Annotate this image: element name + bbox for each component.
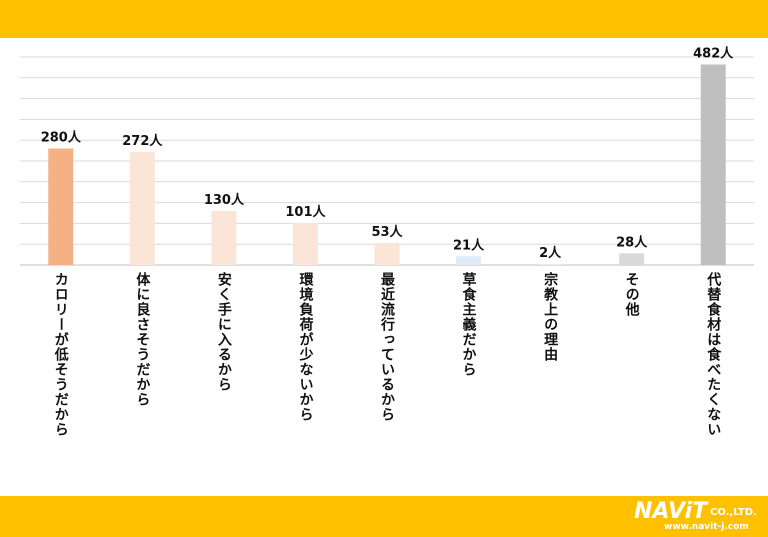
bar bbox=[456, 256, 482, 265]
category-label: 体に良さそうだから bbox=[134, 272, 151, 407]
bar bbox=[619, 253, 645, 265]
data-label: 28人 bbox=[616, 234, 648, 250]
category-label: 安く手に入るから bbox=[215, 272, 232, 392]
bottom-banner bbox=[0, 496, 768, 537]
data-label: 280人 bbox=[41, 130, 82, 146]
category-label: その他 bbox=[623, 272, 640, 317]
category-label: 宗教上の理由 bbox=[542, 272, 559, 362]
category-label: 環境負荷が少ないから bbox=[297, 272, 314, 422]
bar bbox=[211, 210, 237, 265]
category-label: カロリーが低そうだから bbox=[52, 272, 69, 437]
logo-text: NAViT bbox=[634, 499, 708, 524]
top-banner bbox=[0, 0, 768, 38]
data-label: 2人 bbox=[539, 245, 562, 261]
bar bbox=[292, 222, 318, 265]
navit-logo: NAViT CO.,LTD. www.navit-j.com bbox=[634, 499, 762, 535]
bar bbox=[129, 151, 155, 265]
bar bbox=[374, 242, 400, 265]
data-label: 21人 bbox=[453, 237, 485, 253]
bar bbox=[48, 148, 74, 265]
category-label: 代替食材は食べたくない bbox=[705, 272, 722, 437]
logo-url: www.navit-j.com bbox=[664, 522, 749, 532]
data-labels: 280人 272人 130人 101人 53人 21人 2人 28人 482人 bbox=[41, 45, 735, 261]
bars bbox=[48, 64, 726, 265]
bar bbox=[700, 64, 726, 265]
data-label: 53人 bbox=[371, 224, 403, 240]
data-label: 272人 bbox=[122, 133, 163, 149]
bar bbox=[537, 264, 563, 265]
logo-suffix: CO.,LTD. bbox=[710, 507, 757, 518]
data-label: 101人 bbox=[285, 204, 326, 220]
category-label: 最近流行っているから bbox=[379, 272, 395, 422]
category-label: 草食主義だから bbox=[460, 272, 477, 377]
data-label: 130人 bbox=[204, 192, 245, 208]
data-label: 482人 bbox=[693, 45, 734, 61]
